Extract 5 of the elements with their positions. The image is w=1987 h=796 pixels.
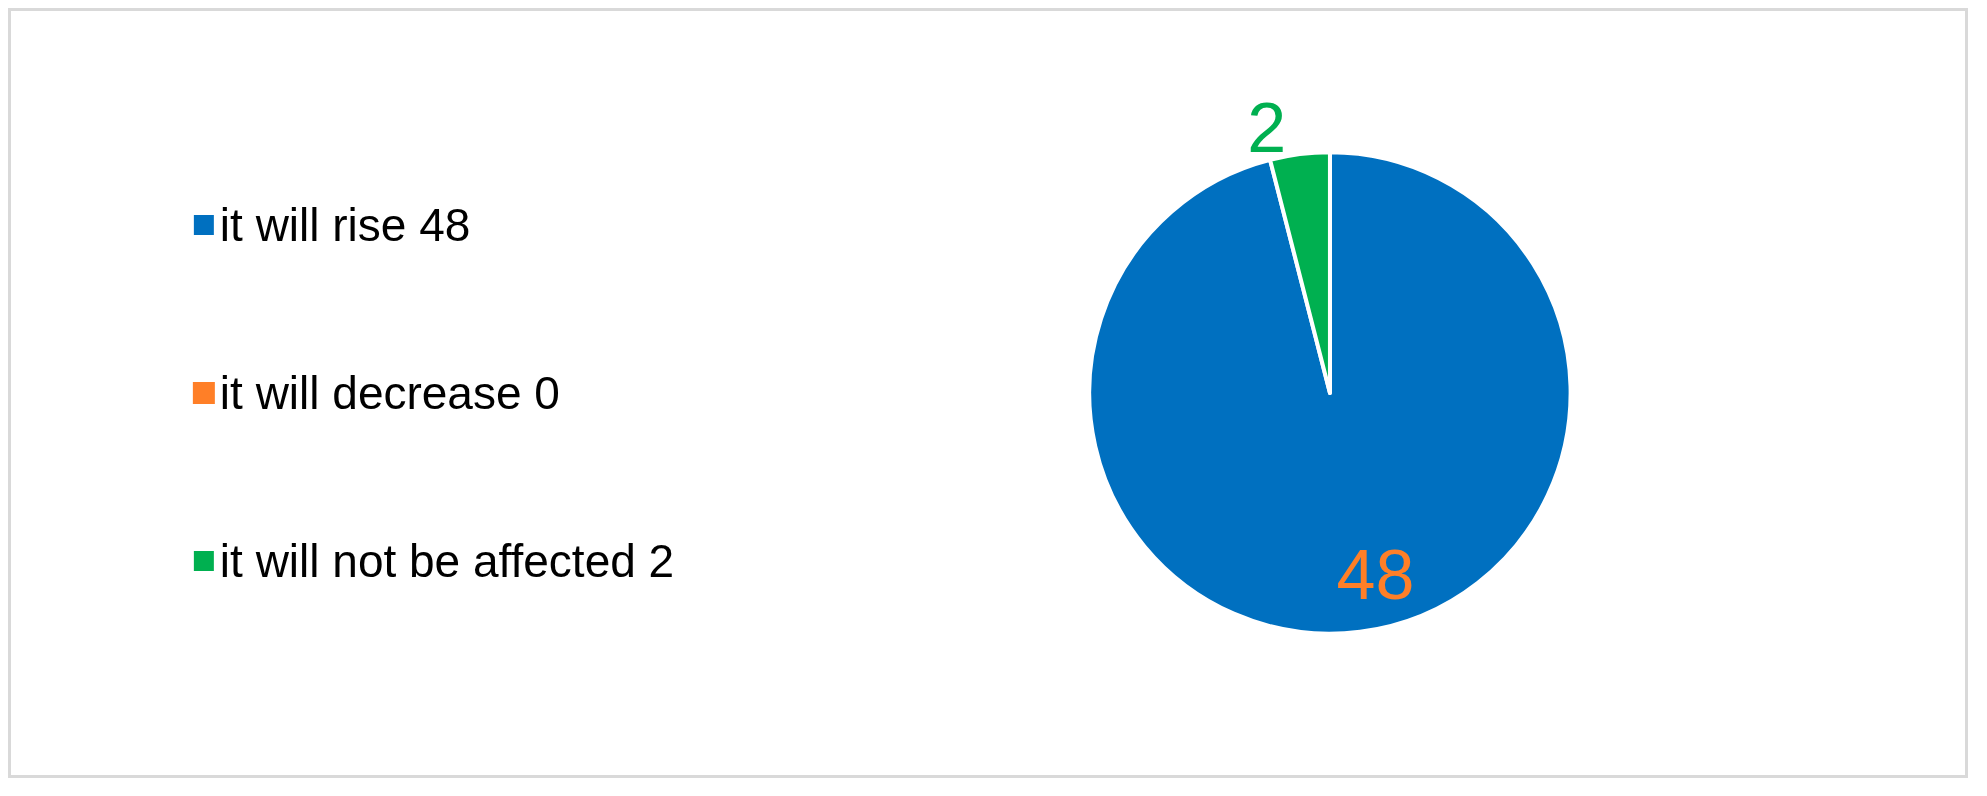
legend-label: it will rise 48 [219, 199, 471, 251]
data-label: 2 [1247, 89, 1287, 168]
legend-label: it will decrease 0 [219, 367, 560, 419]
data-label: 48 [1336, 536, 1415, 615]
legend-label: it will not be affected 2 [219, 535, 675, 587]
